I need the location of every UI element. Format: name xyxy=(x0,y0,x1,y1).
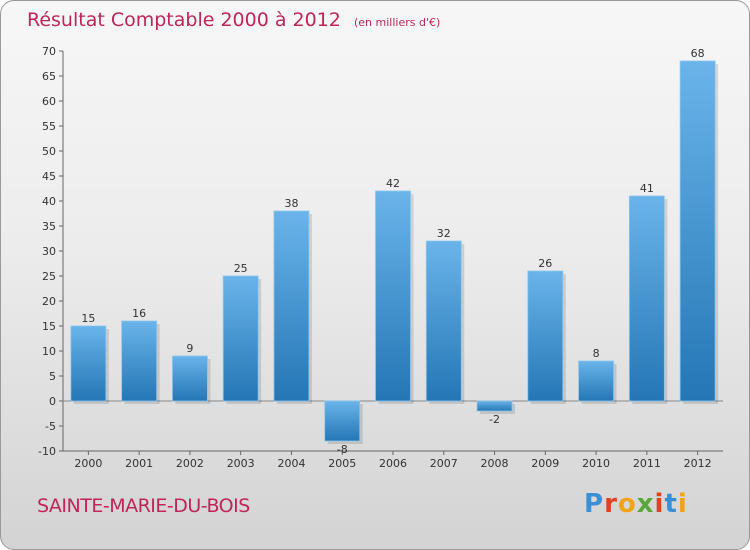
x-tick-label: 2000 xyxy=(74,457,102,470)
title-block: Résultat Comptable 2000 à 2012 (en milli… xyxy=(27,9,440,31)
x-tick-label: 2006 xyxy=(379,457,407,470)
y-tick-label: 5 xyxy=(49,370,56,383)
logo-letter: r xyxy=(604,489,618,519)
bar-2002[interactable] xyxy=(172,355,208,402)
logo-letter: P xyxy=(584,489,605,519)
logo-letter: x xyxy=(636,489,655,519)
y-tick-label: 45 xyxy=(42,170,56,183)
y-tick-label: 65 xyxy=(42,70,56,83)
data-label-2000: 15 xyxy=(81,312,95,325)
x-tick-label: 2002 xyxy=(176,457,204,470)
data-label-2007: 32 xyxy=(437,227,451,240)
y-tick-label: 50 xyxy=(42,145,56,158)
x-tick-label: 2010 xyxy=(582,457,610,470)
data-label-2011: 41 xyxy=(640,182,654,195)
bar-2008[interactable] xyxy=(476,400,513,412)
x-tick-label: 2005 xyxy=(328,457,356,470)
data-labels: 15 16 9 25 38 -8 42 32 -2 26 8 41 68 xyxy=(81,47,704,456)
y-tick-label: 30 xyxy=(42,245,56,258)
y-tick-label: -5 xyxy=(45,420,56,433)
logo-letter: o xyxy=(617,489,637,519)
y-tick-label: 60 xyxy=(42,95,56,108)
data-label-2010: 8 xyxy=(593,347,600,360)
bar-2003[interactable] xyxy=(222,275,259,402)
commune-name: SAINTE-MARIE-DU-BOIS xyxy=(37,495,250,517)
bar-2012[interactable] xyxy=(679,60,716,402)
data-label-2003: 25 xyxy=(234,262,248,275)
y-tick-label: -10 xyxy=(38,445,56,458)
x-tick-label: 2003 xyxy=(227,457,255,470)
y-tick-label: 70 xyxy=(42,45,56,58)
data-label-2006: 42 xyxy=(386,177,400,190)
y-axis: -10 -5 0 5 10 15 20 25 30 35 40 45 50 55 60 65 70 xyxy=(38,45,64,458)
proxiti-logo[interactable]: Proxiti xyxy=(584,489,688,519)
x-tick-label: 2001 xyxy=(125,457,153,470)
logo-letter: i xyxy=(677,489,688,519)
y-tick-label: 10 xyxy=(42,345,56,358)
bar-2001[interactable] xyxy=(121,320,158,402)
x-tick-label: 2008 xyxy=(481,457,509,470)
x-tick-label: 2004 xyxy=(277,457,305,470)
x-tick-label: 2012 xyxy=(684,457,712,470)
y-tick-label: 20 xyxy=(42,295,56,308)
bar-2006[interactable] xyxy=(375,190,411,402)
data-label-2001: 16 xyxy=(132,307,146,320)
data-label-2004: 38 xyxy=(284,197,298,210)
data-label-2005: -8 xyxy=(337,443,348,456)
x-tick-label: 2007 xyxy=(430,457,458,470)
x-tick-label: 2011 xyxy=(633,457,661,470)
y-tick-label: 15 xyxy=(42,320,56,333)
bars xyxy=(70,60,719,444)
bar-2007[interactable] xyxy=(425,240,462,402)
y-tick-label: 35 xyxy=(42,220,56,233)
chart-title: Résultat Comptable 2000 à 2012 xyxy=(27,9,341,31)
data-label-2012: 68 xyxy=(691,47,705,60)
bar-2004[interactable] xyxy=(273,210,310,402)
y-tick-label: 25 xyxy=(42,270,56,283)
data-label-2002: 9 xyxy=(186,342,193,355)
bar-2009[interactable] xyxy=(527,270,564,402)
bar-2010[interactable] xyxy=(578,360,614,402)
y-tick-label: 0 xyxy=(49,395,56,408)
y-tick-label: 55 xyxy=(42,120,56,133)
bar-2011[interactable] xyxy=(628,195,665,402)
chart-subtitle: (en milliers d'€) xyxy=(353,16,441,29)
data-label-2008: -2 xyxy=(489,413,500,426)
logo-letter: i xyxy=(654,489,665,519)
y-tick-label: 40 xyxy=(42,195,56,208)
bar-2000[interactable] xyxy=(70,325,107,402)
bar-2005[interactable] xyxy=(324,400,361,442)
logo-letter: t xyxy=(664,489,678,519)
x-tick-label: 2009 xyxy=(531,457,559,470)
x-axis: 2000 2001 2002 2003 2004 2005 2006 2007 2008 2009… xyxy=(63,400,723,470)
data-label-2009: 26 xyxy=(538,257,552,270)
